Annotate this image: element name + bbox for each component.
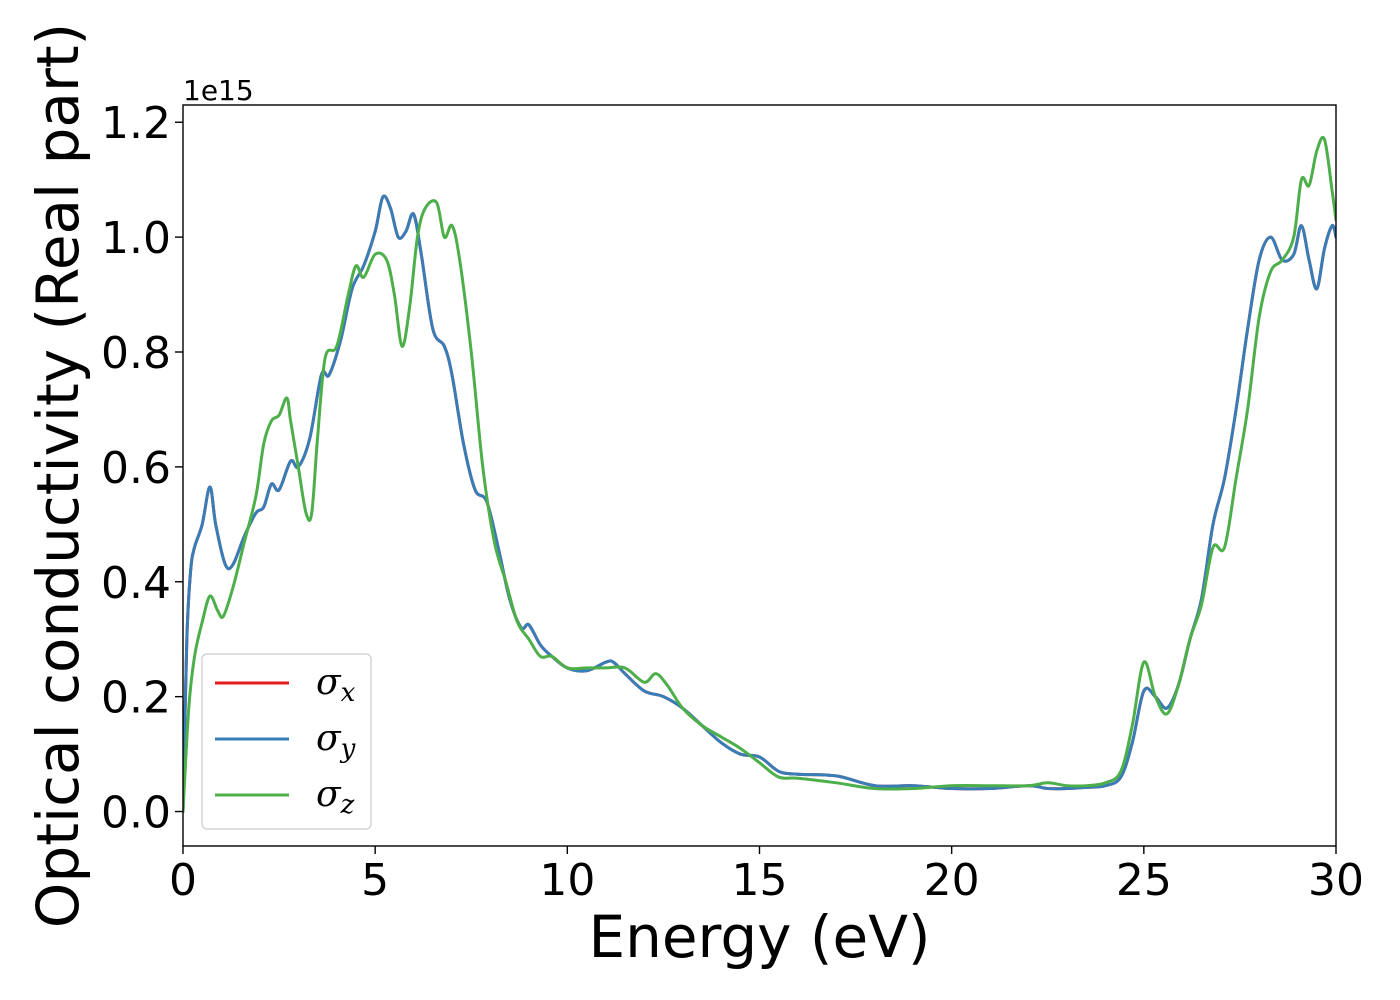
legend: σx σy σz <box>201 653 372 830</box>
series-layer <box>183 135 1336 814</box>
x-axis-ticks: 0 5 10 15 20 25 30 <box>169 846 1364 906</box>
y-tick-label: 0.8 <box>101 328 171 379</box>
x-tick-label: 5 <box>361 855 389 906</box>
legend-label-y: σy <box>316 718 356 764</box>
x-tick-label: 0 <box>169 855 197 906</box>
series-line-z <box>183 135 1336 814</box>
y-axis-ticks: 0.0 0.2 0.4 0.6 0.8 1.0 1.2 <box>101 98 183 839</box>
legend-label-x: σx <box>316 662 356 708</box>
x-tick-label: 10 <box>539 855 595 906</box>
x-tick-label: 25 <box>1116 855 1172 906</box>
x-tick-label: 30 <box>1308 855 1364 906</box>
y-tick-label: 0.6 <box>101 443 171 494</box>
y-offset-label: 1e15 <box>183 74 254 107</box>
x-tick-label: 20 <box>924 855 980 906</box>
x-axis-label: Energy (eV) <box>588 903 930 971</box>
x-tick-label: 15 <box>732 855 788 906</box>
y-tick-label: 1.0 <box>101 213 171 264</box>
y-axis-label: Optical conductivity (Real part) <box>24 23 92 928</box>
legend-label-z: σz <box>316 774 355 820</box>
legend-entries: σx σy σz <box>215 662 356 820</box>
y-tick-label: 0.4 <box>101 558 171 609</box>
y-tick-label: 0.2 <box>101 673 171 724</box>
y-tick-label: 1.2 <box>101 98 171 149</box>
legend-box <box>201 653 372 830</box>
y-tick-label: 0.0 <box>101 788 171 839</box>
